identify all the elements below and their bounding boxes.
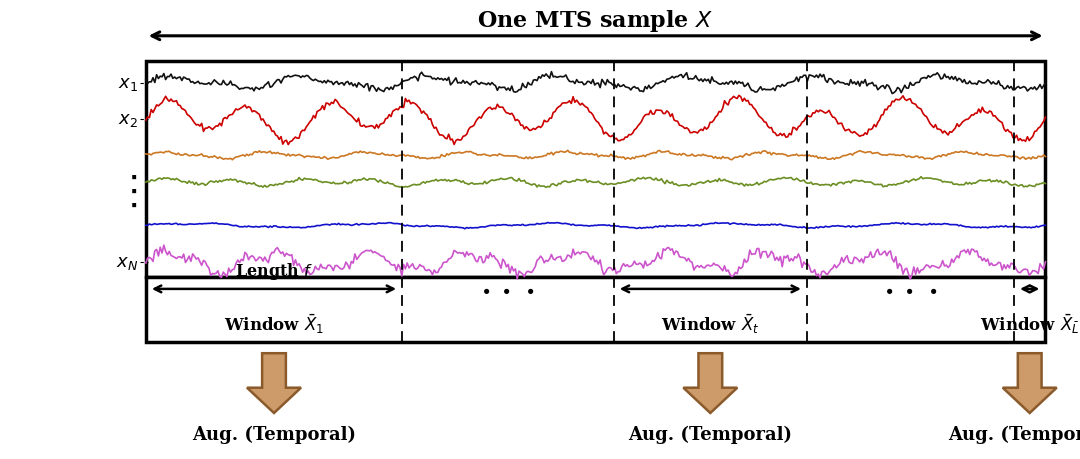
FancyBboxPatch shape — [146, 278, 1045, 342]
Text: Window $\bar{X}_1$: Window $\bar{X}_1$ — [224, 312, 324, 336]
Text: $x_1$: $x_1$ — [118, 74, 138, 93]
Text: $\bullet\ \bullet\ \bullet$: $\bullet\ \bullet\ \bullet$ — [883, 280, 939, 298]
Text: One MTS sample $\mathbf{\mathit{X}}$: One MTS sample $\mathbf{\mathit{X}}$ — [477, 8, 714, 34]
Text: Aug. (Temporal): Aug. (Temporal) — [947, 425, 1080, 443]
Text: $\bullet\ \bullet\ \bullet$: $\bullet\ \bullet\ \bullet$ — [481, 280, 536, 298]
Polygon shape — [247, 353, 301, 413]
Polygon shape — [684, 353, 738, 413]
Text: $\mathbf{\cdot}$: $\mathbf{\cdot}$ — [129, 167, 137, 189]
Text: $x_2$: $x_2$ — [119, 111, 138, 129]
Text: Window $\bar{X}_{\bar{L}}$: Window $\bar{X}_{\bar{L}}$ — [980, 312, 1080, 336]
Text: $\mathbf{\cdot}$: $\mathbf{\cdot}$ — [129, 194, 137, 216]
Text: $\mathbf{\cdot}$: $\mathbf{\cdot}$ — [129, 180, 137, 202]
Text: Aug. (Temporal): Aug. (Temporal) — [629, 425, 793, 443]
Polygon shape — [1002, 353, 1056, 413]
FancyBboxPatch shape — [146, 62, 1045, 278]
Text: Window $\bar{X}_t$: Window $\bar{X}_t$ — [661, 312, 759, 336]
Text: $x_N$: $x_N$ — [116, 254, 138, 272]
Text: Aug. (Temporal): Aug. (Temporal) — [192, 425, 356, 443]
Text: Length $\mathbf{\mathit{f}}$: Length $\mathbf{\mathit{f}}$ — [234, 260, 313, 281]
